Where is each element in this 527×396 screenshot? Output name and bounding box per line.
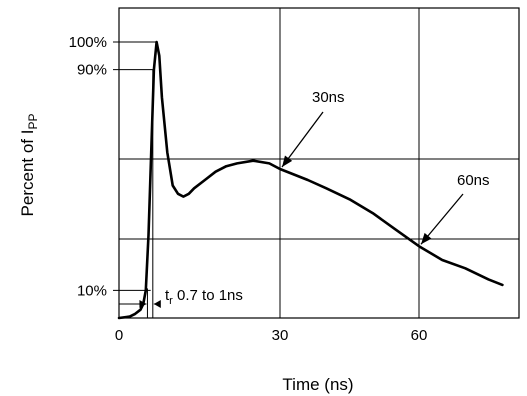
x-tick-labels: 0 30 60	[115, 327, 428, 344]
rise-arrow-right-head	[153, 300, 161, 308]
pulse-curve	[117, 40, 504, 320]
rise-arrow-left-head	[139, 300, 147, 308]
y-markers: 100% 90% 10%	[69, 34, 157, 299]
x-tick-label: 30	[272, 327, 289, 344]
arrow-30ns-shaft	[281, 111, 324, 168]
y-axis-title: Percent of IPP	[18, 114, 40, 217]
plot-frame	[118, 7, 520, 319]
rise-time-t: t	[165, 287, 170, 304]
annotation-60ns: 60ns	[457, 172, 490, 189]
arrow-30ns-head	[282, 155, 293, 167]
x-axis-title: Time (ns)	[282, 375, 353, 394]
y-axis-title-subscript: PP	[26, 114, 40, 130]
y-marker-label: 10%	[77, 282, 107, 299]
y-marker-label: 100%	[69, 34, 107, 51]
rise-time-markers	[119, 69, 161, 318]
rise-time-subscript: r	[169, 295, 173, 307]
y-axis-title-main: Percent of I	[18, 130, 37, 217]
annotation-rise-time: tr 0.7 to 1ns	[165, 287, 243, 307]
y-marker-label: 90%	[77, 62, 107, 79]
annotation-30ns: 30ns	[312, 89, 345, 106]
arrow-60ns-head	[421, 232, 432, 245]
x-tick-label: 0	[115, 327, 123, 344]
rise-time-rest: 0.7 to 1ns	[173, 287, 243, 304]
annotations: 30ns 60ns tr 0.7 to 1ns	[165, 89, 490, 307]
x-tick-label: 60	[411, 327, 428, 344]
grid-lines	[119, 8, 519, 318]
